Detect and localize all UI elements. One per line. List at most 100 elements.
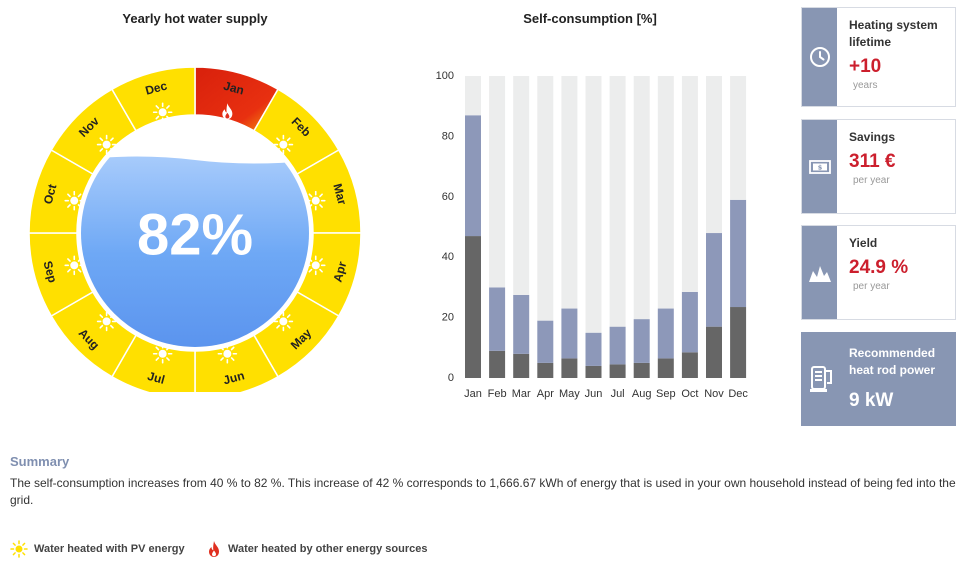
- card-sidebar: [802, 226, 837, 319]
- flame-icon: [222, 103, 233, 120]
- ring-month-label: Dec: [144, 78, 169, 97]
- x-tick-label: Sep: [656, 388, 676, 400]
- bar-increase: [681, 291, 698, 353]
- legend-other-label: Water heated by other energy sources: [228, 543, 428, 555]
- bar-remaining: [561, 76, 578, 309]
- bar-remaining: [730, 76, 747, 200]
- ring-month-label: Jul: [146, 369, 166, 387]
- bar-remaining: [633, 76, 650, 320]
- sun-icon: [217, 343, 238, 364]
- bar-increase: [561, 308, 578, 359]
- x-tick-label: Oct: [681, 388, 698, 400]
- ring-month-label: Jan: [222, 79, 246, 98]
- y-tick-label: 100: [436, 70, 454, 82]
- heat-rod-icon: [810, 366, 832, 392]
- bar-increase: [633, 319, 650, 363]
- yield-unit: per year: [853, 281, 890, 292]
- yield-label: Yield: [849, 236, 878, 250]
- yield-value: 24.9 %: [849, 257, 909, 278]
- y-tick-label: 80: [442, 130, 454, 142]
- bar-base: [561, 358, 578, 378]
- self-consumption-bar-chart: 0 20 40 60 80 100 Jan Feb Mar Apr May Jun Jul Aug Sep O…: [436, 70, 749, 400]
- bar-base: [465, 236, 481, 378]
- heat-rod-value: 9 kW: [849, 390, 894, 411]
- ring-month-label: Sep: [41, 259, 60, 284]
- sun-icon: [305, 255, 326, 276]
- bar-base: [537, 362, 554, 378]
- bar-base: [633, 362, 650, 378]
- yield-card: Yield 24.9 % per year: [801, 225, 956, 320]
- bar-remaining: [681, 76, 698, 292]
- bar-increase: [585, 332, 602, 366]
- flame-icon: [209, 541, 219, 557]
- x-tick-label: Nov: [704, 388, 724, 400]
- summary-text: The self-consumption increases from 40 %…: [10, 476, 956, 507]
- x-tick-label: May: [559, 388, 580, 400]
- bar-base: [513, 353, 530, 378]
- summary-title: Summary: [10, 454, 70, 469]
- sun-icon: [273, 311, 294, 332]
- sun-icon: [96, 311, 117, 332]
- sun-icon: [305, 190, 326, 211]
- bar-base: [730, 307, 747, 378]
- x-tick-label: Jun: [585, 388, 603, 400]
- bar-remaining: [465, 76, 481, 116]
- heating-lifetime-label: Heating system lifetime: [849, 18, 938, 49]
- y-tick-label: 40: [442, 251, 454, 263]
- bar-remaining: [537, 76, 554, 321]
- ring-chart-title: Yearly hot water supply: [122, 11, 268, 26]
- heating-lifetime-card: Heating system lifetime +10 years: [801, 7, 956, 107]
- y-tick-label: 0: [448, 372, 454, 384]
- savings-card: $ Savings 311 € per year: [801, 119, 956, 214]
- bar-increase: [537, 320, 554, 363]
- sun-icon: [273, 134, 294, 155]
- x-tick-label: Feb: [488, 388, 507, 400]
- bar-increase: [609, 326, 626, 365]
- bar-base: [609, 364, 626, 378]
- savings-unit: per year: [853, 175, 890, 186]
- money-icon: $: [808, 159, 831, 174]
- bar-base: [489, 350, 506, 378]
- ring-month-label: Mar: [330, 182, 349, 207]
- bar-remaining: [657, 76, 674, 309]
- water-percentage: 82%: [137, 203, 253, 268]
- svg-text:$: $: [817, 163, 822, 171]
- bar-remaining: [513, 76, 530, 295]
- heating-lifetime-value: +10: [849, 56, 882, 77]
- y-tick-label: 20: [442, 312, 454, 324]
- sun-icon: [64, 255, 85, 276]
- legend-pv: Water heated with PV energy: [10, 540, 185, 558]
- card-sidebar: $: [802, 120, 837, 213]
- bar-increase: [513, 294, 530, 354]
- x-tick-label: Mar: [512, 388, 531, 400]
- heat-rod-label: Recommended heat rod power: [849, 346, 936, 377]
- ring-month-label: Jun: [222, 368, 246, 387]
- bar-remaining: [706, 76, 722, 234]
- x-tick-label: Jan: [464, 388, 482, 400]
- bar-remaining: [585, 76, 602, 333]
- x-tick-label: Aug: [632, 388, 652, 400]
- savings-value: 311 €: [849, 151, 896, 172]
- legend-pv-label: Water heated with PV energy: [34, 543, 185, 555]
- legend-other: Water heated by other energy sources: [206, 540, 428, 558]
- bar-increase: [489, 287, 506, 351]
- savings-label: Savings: [849, 130, 896, 144]
- sun-icon: [64, 190, 85, 211]
- bar-increase: [657, 308, 674, 359]
- bar-chart-title: Self-consumption [%]: [523, 11, 657, 26]
- bar-base: [657, 358, 674, 378]
- bar-increase: [465, 115, 481, 237]
- heat-rod-card: Recommended heat rod power 9 kW: [801, 332, 956, 426]
- yield-graph-icon: [808, 265, 831, 282]
- ring-month-label: Oct: [41, 183, 60, 206]
- x-tick-label: Dec: [728, 388, 748, 400]
- clock-icon: [809, 47, 830, 67]
- water-level: [81, 156, 309, 347]
- bar-base: [706, 326, 722, 378]
- bar-remaining: [489, 76, 506, 288]
- sun-icon: [96, 134, 117, 155]
- heating-lifetime-unit: years: [853, 80, 878, 91]
- x-tick-label: Apr: [537, 388, 554, 400]
- card-sidebar: [802, 8, 837, 106]
